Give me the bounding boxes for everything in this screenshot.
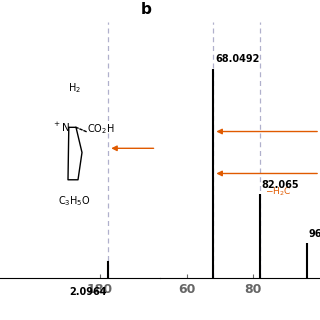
- Text: 96: 96: [308, 228, 320, 238]
- Text: b: b: [141, 2, 152, 17]
- Y-axis label: relative Intensity: relative Intensity: [146, 106, 156, 195]
- Text: H$_2$: H$_2$: [68, 81, 81, 95]
- Text: $-\mathregular{H_2C}$: $-\mathregular{H_2C}$: [265, 185, 292, 197]
- Text: $^+$N: $^+$N: [52, 121, 70, 134]
- Text: 2.0964: 2.0964: [69, 287, 106, 297]
- Text: 68.0492: 68.0492: [215, 54, 260, 64]
- Text: CO$_2$H: CO$_2$H: [87, 123, 115, 136]
- Text: C$_3$H$_5$O: C$_3$H$_5$O: [58, 195, 90, 208]
- Text: 82.065: 82.065: [261, 180, 299, 190]
